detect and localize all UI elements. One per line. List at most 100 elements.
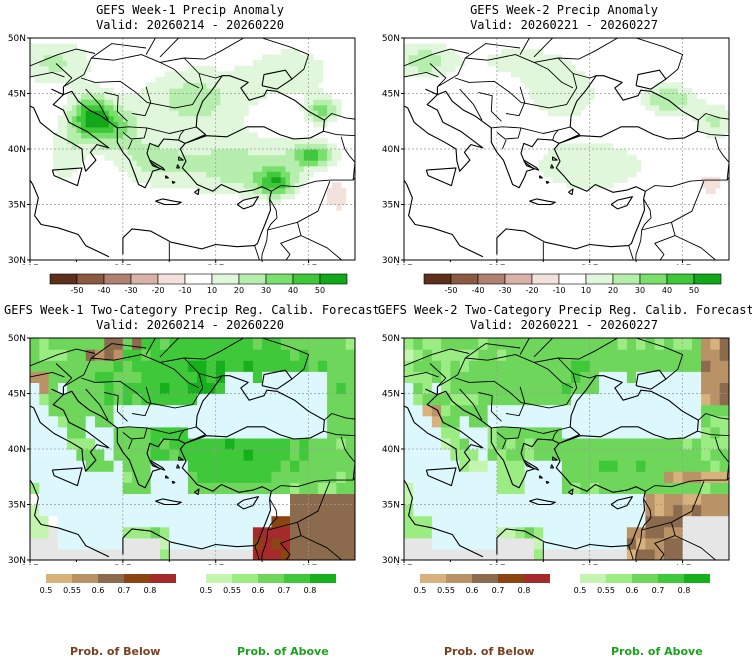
lon-label: 10E — [395, 564, 412, 565]
colorbar-label: 0.55 — [223, 586, 241, 595]
colorbar-label: -20 — [151, 286, 164, 295]
colorbar-label: -20 — [525, 286, 538, 295]
colorbar-label: 50 — [315, 286, 325, 295]
lat-label: 30N — [8, 556, 26, 565]
lon-label: 20E — [114, 264, 131, 265]
colorbar-label: 0.8 — [518, 586, 531, 595]
colorbar-label: -10 — [552, 286, 565, 295]
colorbar-swatch — [423, 273, 452, 285]
anomaly-colorbar-week2: -50 -40 -30 -20 -10 10 20 30 40 50 — [423, 273, 722, 295]
panel-1-valid: Valid: 20260214 - 20260220 — [96, 18, 284, 32]
colorbar-label: 0.55 — [63, 586, 81, 595]
colorbar-swatch — [319, 273, 348, 285]
lon-label: 10E — [21, 264, 38, 265]
colorbar-swatch — [284, 574, 310, 583]
colorbar-swatch — [232, 574, 258, 583]
anomaly-map-week2: 50N 45N 40N 35N 30N10E 20E 30E 40E — [382, 34, 730, 265]
colorbar-swatch — [98, 574, 124, 583]
colorbar-label: -30 — [124, 286, 137, 295]
probability-map-week1: 50N 45N 40N 35N 30N10E 20E 30E 40E — [8, 334, 356, 565]
lon-label: 30E — [207, 564, 224, 565]
colorbar-label: 0.5 — [414, 586, 426, 595]
panel-1-title: GEFS Week-1 Precip Anomaly — [96, 3, 284, 17]
colorbar-swatch — [606, 574, 632, 583]
lat-label: 30N — [382, 256, 400, 265]
lat-label: 30N — [382, 556, 400, 565]
colorbar-swatch — [498, 574, 524, 583]
lat-label: 50N — [382, 334, 400, 344]
prob-below-label-week1: Prob. of Below — [70, 645, 161, 658]
colorbar-swatch — [206, 574, 232, 583]
lat-label: 45N — [382, 390, 400, 400]
lon-label: 30E — [581, 264, 598, 265]
lat-label: 40N — [382, 145, 400, 155]
lon-label: 40E — [674, 264, 691, 265]
prob-below-label-week2: Prob. of Below — [444, 645, 535, 658]
colorbar-label: -40 — [97, 286, 110, 295]
prob-above-label-week2: Prob. of Above — [611, 645, 703, 658]
colorbar-swatch — [524, 574, 550, 583]
colorbar-label: 40 — [662, 286, 672, 295]
colorbar-label: 0.8 — [678, 586, 691, 595]
colorbar-swatch — [46, 574, 72, 583]
lat-label: 35N — [382, 201, 400, 211]
panel-2-title: GEFS Week-2 Precip Anomaly — [470, 3, 658, 17]
colorbar-swatch — [420, 574, 446, 583]
lat-label: 40N — [8, 145, 26, 155]
colorbar-swatch — [184, 273, 213, 285]
colorbar-label: 20 — [234, 286, 244, 295]
colorbar-swatch — [130, 273, 159, 285]
colorbar-label: -50 — [444, 286, 457, 295]
lat-label: 35N — [8, 201, 26, 211]
colorbar-label: 0.7 — [278, 586, 291, 595]
colorbar-swatch — [446, 574, 472, 583]
colorbar-swatch — [157, 273, 186, 285]
prob-above-label-week1: Prob. of Above — [237, 645, 329, 658]
colorbar-swatch — [693, 273, 722, 285]
colorbar-label: 20 — [608, 286, 618, 295]
above-colorbar-week1: 0.5 0.55 0.6 0.7 0.8 — [200, 574, 336, 595]
colorbar-swatch — [472, 574, 498, 583]
lon-label: 10E — [21, 564, 38, 565]
colorbar-swatch — [76, 273, 105, 285]
colorbar-label: 0.5 — [200, 586, 212, 595]
colorbar-label: 0.55 — [597, 586, 615, 595]
colorbar-label: 0.7 — [652, 586, 665, 595]
colorbar-swatch — [450, 273, 479, 285]
panel-4-title: GEFS Week-2 Two-Category Precip Reg. Cal… — [378, 303, 752, 317]
colorbar-swatch — [666, 273, 695, 285]
colorbar-swatch — [211, 273, 240, 285]
colorbar-label: 50 — [689, 286, 699, 295]
colorbar-label: 0.8 — [144, 586, 157, 595]
lon-label: 20E — [114, 564, 131, 565]
colorbar-label: 30 — [261, 286, 271, 295]
colorbar-swatch — [658, 574, 684, 583]
lon-label: 40E — [300, 564, 317, 565]
colorbar-swatch — [612, 273, 641, 285]
colorbar-label: -50 — [70, 286, 83, 295]
colorbar-label: 0.8 — [304, 586, 317, 595]
colorbar-swatch — [558, 273, 587, 285]
panel-3-valid: Valid: 20260214 - 20260220 — [96, 318, 284, 332]
colorbar-label: 0.55 — [437, 586, 455, 595]
panel-4-valid: Valid: 20260221 - 20260227 — [470, 318, 658, 332]
colorbar-swatch — [531, 273, 560, 285]
lat-label: 50N — [8, 334, 26, 344]
colorbar-label: 0.7 — [118, 586, 131, 595]
colorbar-swatch — [238, 273, 267, 285]
lat-label: 50N — [8, 34, 26, 44]
colorbar-swatch — [504, 273, 533, 285]
colorbar-swatch — [265, 273, 294, 285]
colorbar-swatch — [72, 574, 98, 583]
lat-label: 40N — [8, 445, 26, 455]
panel-2-valid: Valid: 20260221 - 20260227 — [470, 18, 658, 32]
lat-label: 35N — [382, 501, 400, 511]
colorbar-label: -30 — [498, 286, 511, 295]
colorbar-swatch — [49, 273, 78, 285]
lon-label: 20E — [488, 564, 505, 565]
lon-label: 40E — [674, 564, 691, 565]
lat-label: 35N — [8, 501, 26, 511]
below-colorbar-week2: 0.5 0.55 0.6 0.7 0.8 — [414, 574, 550, 595]
panel-3-title: GEFS Week-1 Two-Category Precip Reg. Cal… — [4, 303, 380, 317]
lon-label: 20E — [488, 264, 505, 265]
